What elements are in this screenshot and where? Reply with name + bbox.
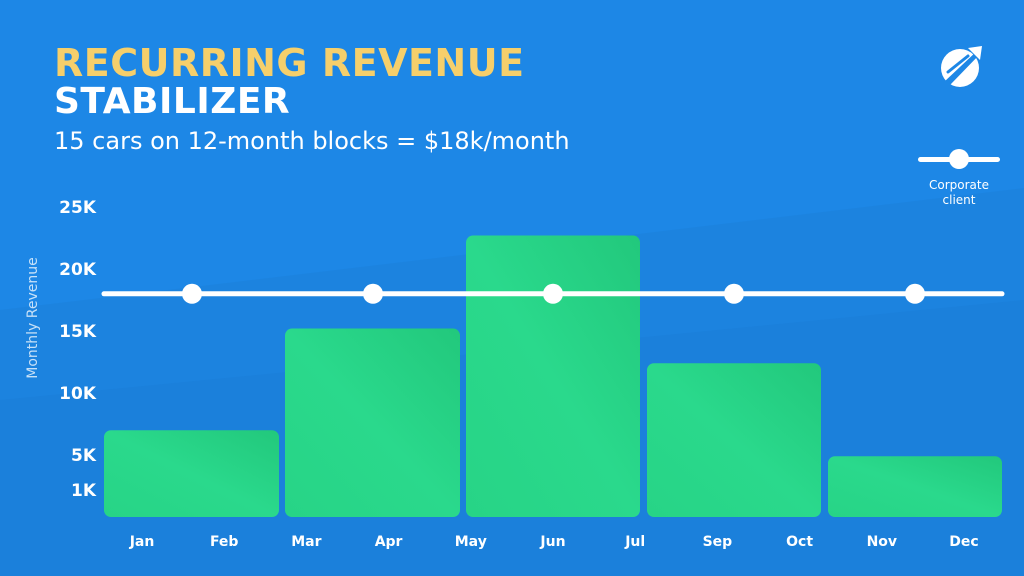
x-tick-label: Jun	[539, 534, 565, 550]
y-tick-label: 1K	[71, 481, 97, 501]
bar-jan-feb	[104, 430, 279, 517]
y-tick-label: 10K	[59, 384, 97, 404]
chart-legend: Corporate client	[912, 146, 1006, 210]
chart-title-line-2: STABILIZER	[54, 81, 291, 122]
x-tick-label: Nov	[867, 534, 897, 550]
bar-nov-dec	[828, 456, 1002, 517]
x-tick-label: Apr	[375, 534, 403, 550]
series-point-marker	[543, 283, 563, 304]
bar-may-jul	[466, 235, 640, 517]
series-point-marker	[724, 283, 744, 304]
y-tick-label: 25K	[59, 198, 97, 218]
x-tick-label: Oct	[786, 534, 813, 550]
legend-dot-marker	[949, 149, 969, 169]
y-tick-label: 15K	[59, 322, 97, 342]
x-tick-label: Mar	[291, 534, 321, 550]
x-tick-label: Jan	[129, 534, 155, 550]
series-point-marker	[182, 283, 202, 304]
x-tick-label: May	[455, 534, 487, 550]
bar-sep-oct	[647, 363, 821, 517]
y-tick-label: 20K	[59, 260, 97, 280]
chart-title: RECURRING REVENUE	[54, 41, 525, 85]
x-tick-label: Feb	[210, 534, 239, 550]
legend-label: Corporate client	[929, 178, 989, 207]
airplane-logo-icon	[938, 42, 986, 90]
chart-subtitle: 15 cars on 12-month blocks = $18k/month	[54, 127, 570, 155]
series-point-marker	[363, 283, 383, 304]
series-point-marker	[905, 283, 925, 304]
x-tick-label: Dec	[949, 534, 978, 550]
bar-mar-apr	[285, 328, 460, 517]
x-tick-label: Jul	[624, 534, 645, 550]
y-tick-label: 5K	[71, 446, 97, 466]
x-tick-label: Sep	[703, 534, 733, 550]
